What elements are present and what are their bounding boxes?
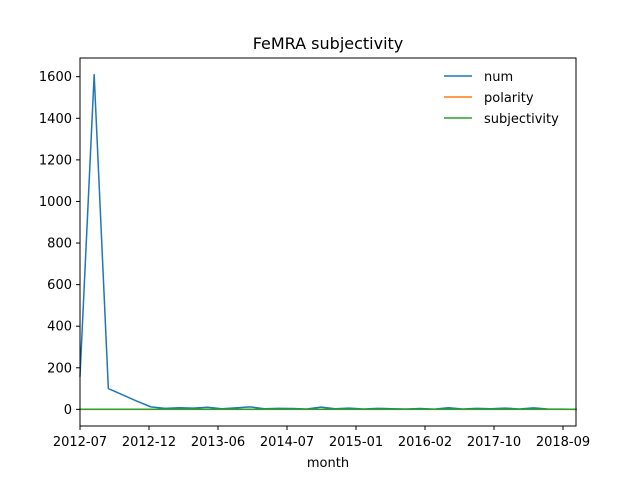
plot-frame: [79, 57, 577, 427]
x-tick-label: 2017-10: [467, 435, 521, 450]
y-tick-label: 1000: [39, 195, 72, 210]
x-tick-label: 2013-06: [191, 435, 245, 450]
x-tick-label: 2016-02: [398, 435, 452, 450]
y-tick-label: 0: [64, 403, 72, 418]
x-tick-label: 2012-07: [53, 435, 107, 450]
y-tick-label: 1600: [39, 70, 72, 85]
legend-label-polarity: polarity: [484, 91, 534, 106]
y-tick-label: 600: [47, 278, 72, 293]
y-tick-label: 800: [47, 237, 72, 252]
x-tick-label: 2015-01: [329, 435, 383, 450]
series-layer: [79, 73, 577, 411]
x-axis-label: month: [307, 456, 349, 471]
legend-label-num: num: [484, 70, 513, 85]
y-tick-label: 1400: [39, 112, 72, 127]
y-tick-label: 400: [47, 320, 72, 335]
y-tick-label: 200: [47, 361, 72, 376]
chart-title: FeMRA subjectivity: [253, 34, 404, 53]
axes-layer: 0 200 400 600 800 1000 1200 1400 1600 2012-07 2012…: [39, 57, 590, 450]
x-tick-label: 2012-12: [122, 435, 176, 450]
x-tick-label: 2018-09: [536, 435, 590, 450]
legend-label-subjectivity: subjectivity: [484, 112, 559, 127]
legend: num polarity subjectivity: [444, 70, 559, 127]
y-tick-label: 1200: [39, 153, 72, 168]
x-tick-label: 2014-07: [260, 435, 314, 450]
